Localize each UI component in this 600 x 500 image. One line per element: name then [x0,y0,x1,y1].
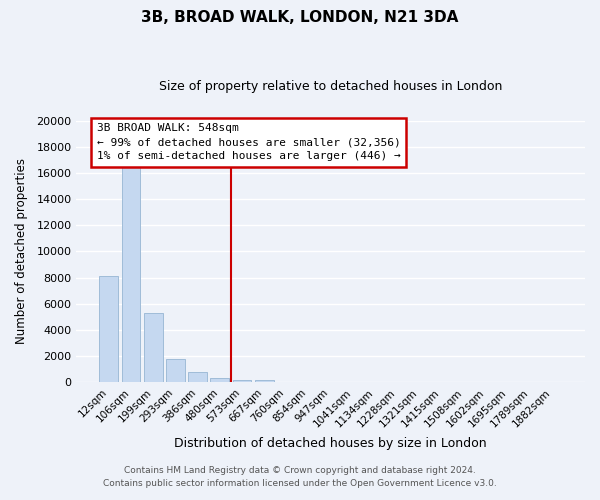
Bar [144,313,163,382]
Bar [233,380,251,382]
Bar [254,380,274,382]
Bar [188,372,207,382]
Title: Size of property relative to detached houses in London: Size of property relative to detached ho… [159,80,502,93]
Bar [211,378,229,382]
Y-axis label: Number of detached properties: Number of detached properties [15,158,28,344]
Text: Contains HM Land Registry data © Crown copyright and database right 2024.
Contai: Contains HM Land Registry data © Crown c… [103,466,497,487]
Bar [166,358,185,382]
Text: 3B BROAD WALK: 548sqm
← 99% of detached houses are smaller (32,356)
1% of semi-d: 3B BROAD WALK: 548sqm ← 99% of detached … [97,123,400,161]
Text: 3B, BROAD WALK, LONDON, N21 3DA: 3B, BROAD WALK, LONDON, N21 3DA [142,10,458,25]
X-axis label: Distribution of detached houses by size in London: Distribution of detached houses by size … [175,437,487,450]
Bar [100,276,118,382]
Bar [122,166,140,382]
